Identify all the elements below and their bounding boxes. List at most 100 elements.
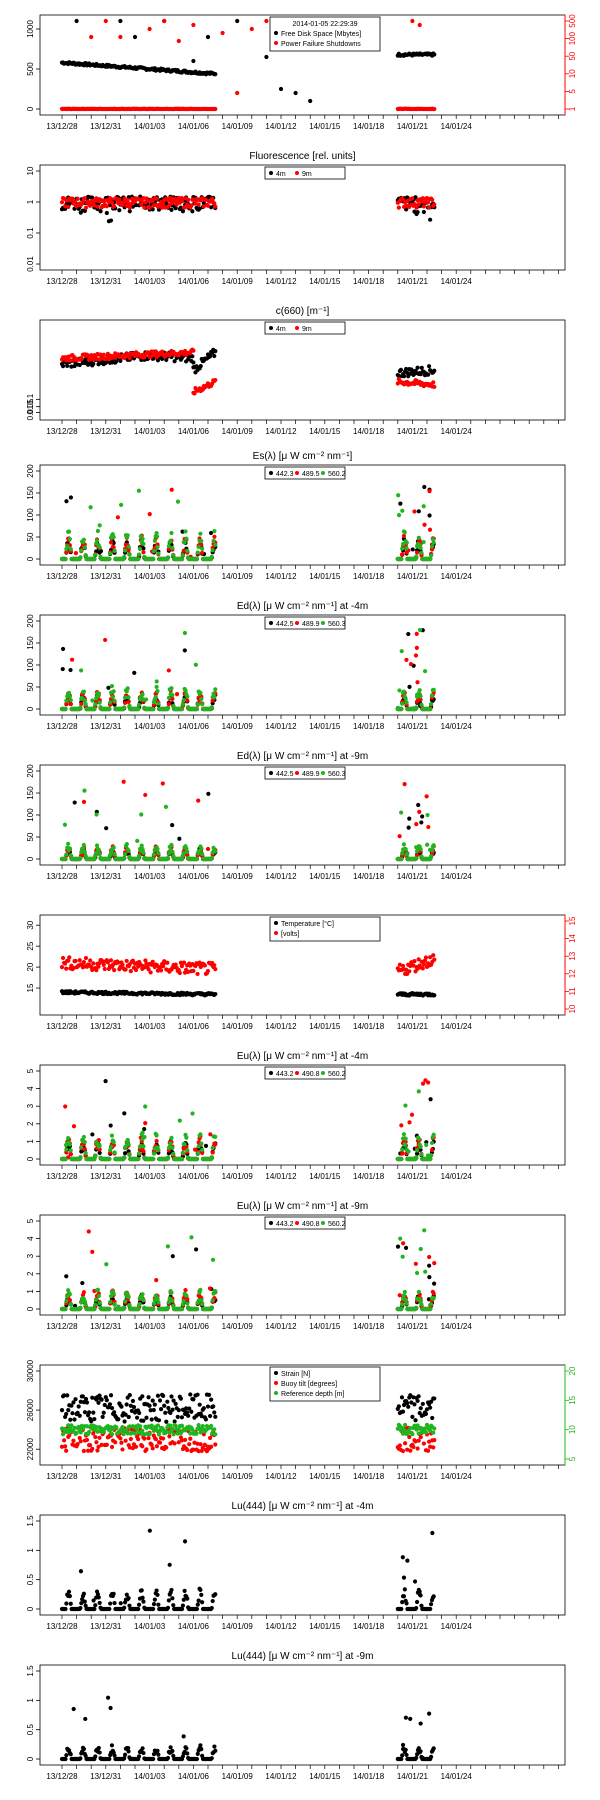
data-point	[174, 202, 179, 207]
legend-marker	[269, 1071, 273, 1075]
data-point	[112, 1150, 117, 1155]
data-point	[404, 540, 409, 545]
y-tick-label: 150	[26, 486, 35, 500]
data-point	[185, 698, 190, 703]
data-point	[171, 1151, 176, 1156]
data-point	[126, 695, 131, 700]
panel-title: Ed(λ) [μ W cm⁻² nm⁻¹] at -9m	[237, 751, 368, 762]
data-point	[111, 845, 116, 850]
data-point	[201, 201, 206, 206]
data-point	[97, 700, 102, 705]
data-point	[235, 18, 240, 24]
data-point	[179, 1156, 185, 1162]
data-point	[395, 705, 400, 710]
x-tick-label: 14/01/18	[353, 872, 385, 881]
data-point	[431, 1132, 436, 1137]
data-point	[68, 495, 74, 500]
data-point	[182, 648, 187, 653]
data-point	[200, 546, 205, 551]
data-point	[155, 688, 160, 694]
legend-box	[264, 321, 346, 335]
x-tick-label: 14/01/06	[178, 1172, 210, 1181]
data-point	[79, 548, 84, 553]
data-point	[114, 359, 119, 364]
data-marks	[59, 627, 436, 712]
data-point	[103, 637, 108, 643]
data-point	[82, 849, 87, 855]
x-tick-label: 14/01/15	[309, 1172, 341, 1181]
data-point	[211, 538, 216, 544]
data-point	[397, 688, 402, 693]
data-point	[417, 809, 422, 814]
data-point	[200, 550, 205, 555]
data-point	[180, 209, 186, 214]
data-point	[81, 1134, 86, 1140]
data-point	[108, 1144, 114, 1149]
y-tick-label: 150	[26, 786, 35, 800]
x-tick-label: 14/01/12	[265, 722, 297, 731]
data-point	[139, 812, 144, 817]
data-point	[432, 368, 437, 373]
data-point	[400, 552, 405, 557]
data-point	[165, 705, 171, 711]
data-point	[118, 18, 123, 24]
data-point	[68, 358, 73, 363]
x-tick-label: 14/01/18	[353, 1172, 385, 1181]
data-point	[412, 509, 417, 514]
data-point	[67, 1142, 72, 1147]
data-point	[427, 527, 433, 532]
data-point	[77, 958, 82, 963]
data-point	[428, 556, 433, 562]
data-point	[431, 687, 436, 692]
data-point	[66, 841, 71, 846]
data-point	[419, 702, 424, 707]
data-point	[427, 847, 433, 852]
x-tick-label: 14/01/18	[353, 122, 385, 131]
right-y-tick-label: 1	[568, 106, 577, 111]
data-point	[407, 969, 412, 974]
plot-frame	[39, 319, 566, 421]
data-point	[195, 1151, 200, 1156]
x-tick-label: 14/01/12	[265, 277, 297, 286]
data-point	[111, 689, 116, 694]
data-point	[139, 843, 144, 848]
y-tick-label: 1	[26, 199, 35, 204]
data-point	[82, 1139, 87, 1145]
data-point	[111, 1140, 116, 1145]
y-tick-label: 10	[26, 166, 35, 175]
data-point	[104, 204, 109, 209]
data-point	[66, 1135, 71, 1141]
data-point	[82, 196, 88, 201]
data-point	[432, 993, 437, 998]
data-point	[93, 1153, 98, 1158]
data-point	[203, 1143, 209, 1148]
data-point	[68, 702, 73, 707]
x-tick-label: 14/01/18	[353, 1022, 385, 1031]
data-point	[400, 701, 405, 706]
data-point	[197, 206, 202, 211]
legend-label: [volts]	[281, 931, 299, 938]
y-tick-label: 5	[26, 1218, 35, 1223]
data-point	[165, 960, 170, 965]
data-point	[124, 958, 129, 964]
x-tick-label: 14/01/15	[309, 1322, 341, 1331]
data-point	[212, 534, 217, 539]
data-point	[184, 1135, 189, 1140]
right-y-tick-label: 5	[568, 89, 577, 94]
y-tick-label: 3	[26, 1253, 35, 1258]
plot-frame	[39, 764, 566, 866]
data-point	[195, 702, 200, 707]
data-point	[81, 842, 86, 848]
data-point	[414, 822, 419, 827]
data-point	[183, 688, 188, 693]
data-point	[416, 535, 421, 540]
data-point	[141, 850, 146, 855]
data-point	[171, 553, 176, 558]
data-point	[126, 848, 131, 853]
data-point	[112, 852, 117, 857]
y-tick-label: 20	[26, 962, 35, 971]
data-point	[177, 970, 182, 976]
x-tick-label: 13/12/31	[90, 427, 122, 436]
data-point	[405, 199, 410, 204]
